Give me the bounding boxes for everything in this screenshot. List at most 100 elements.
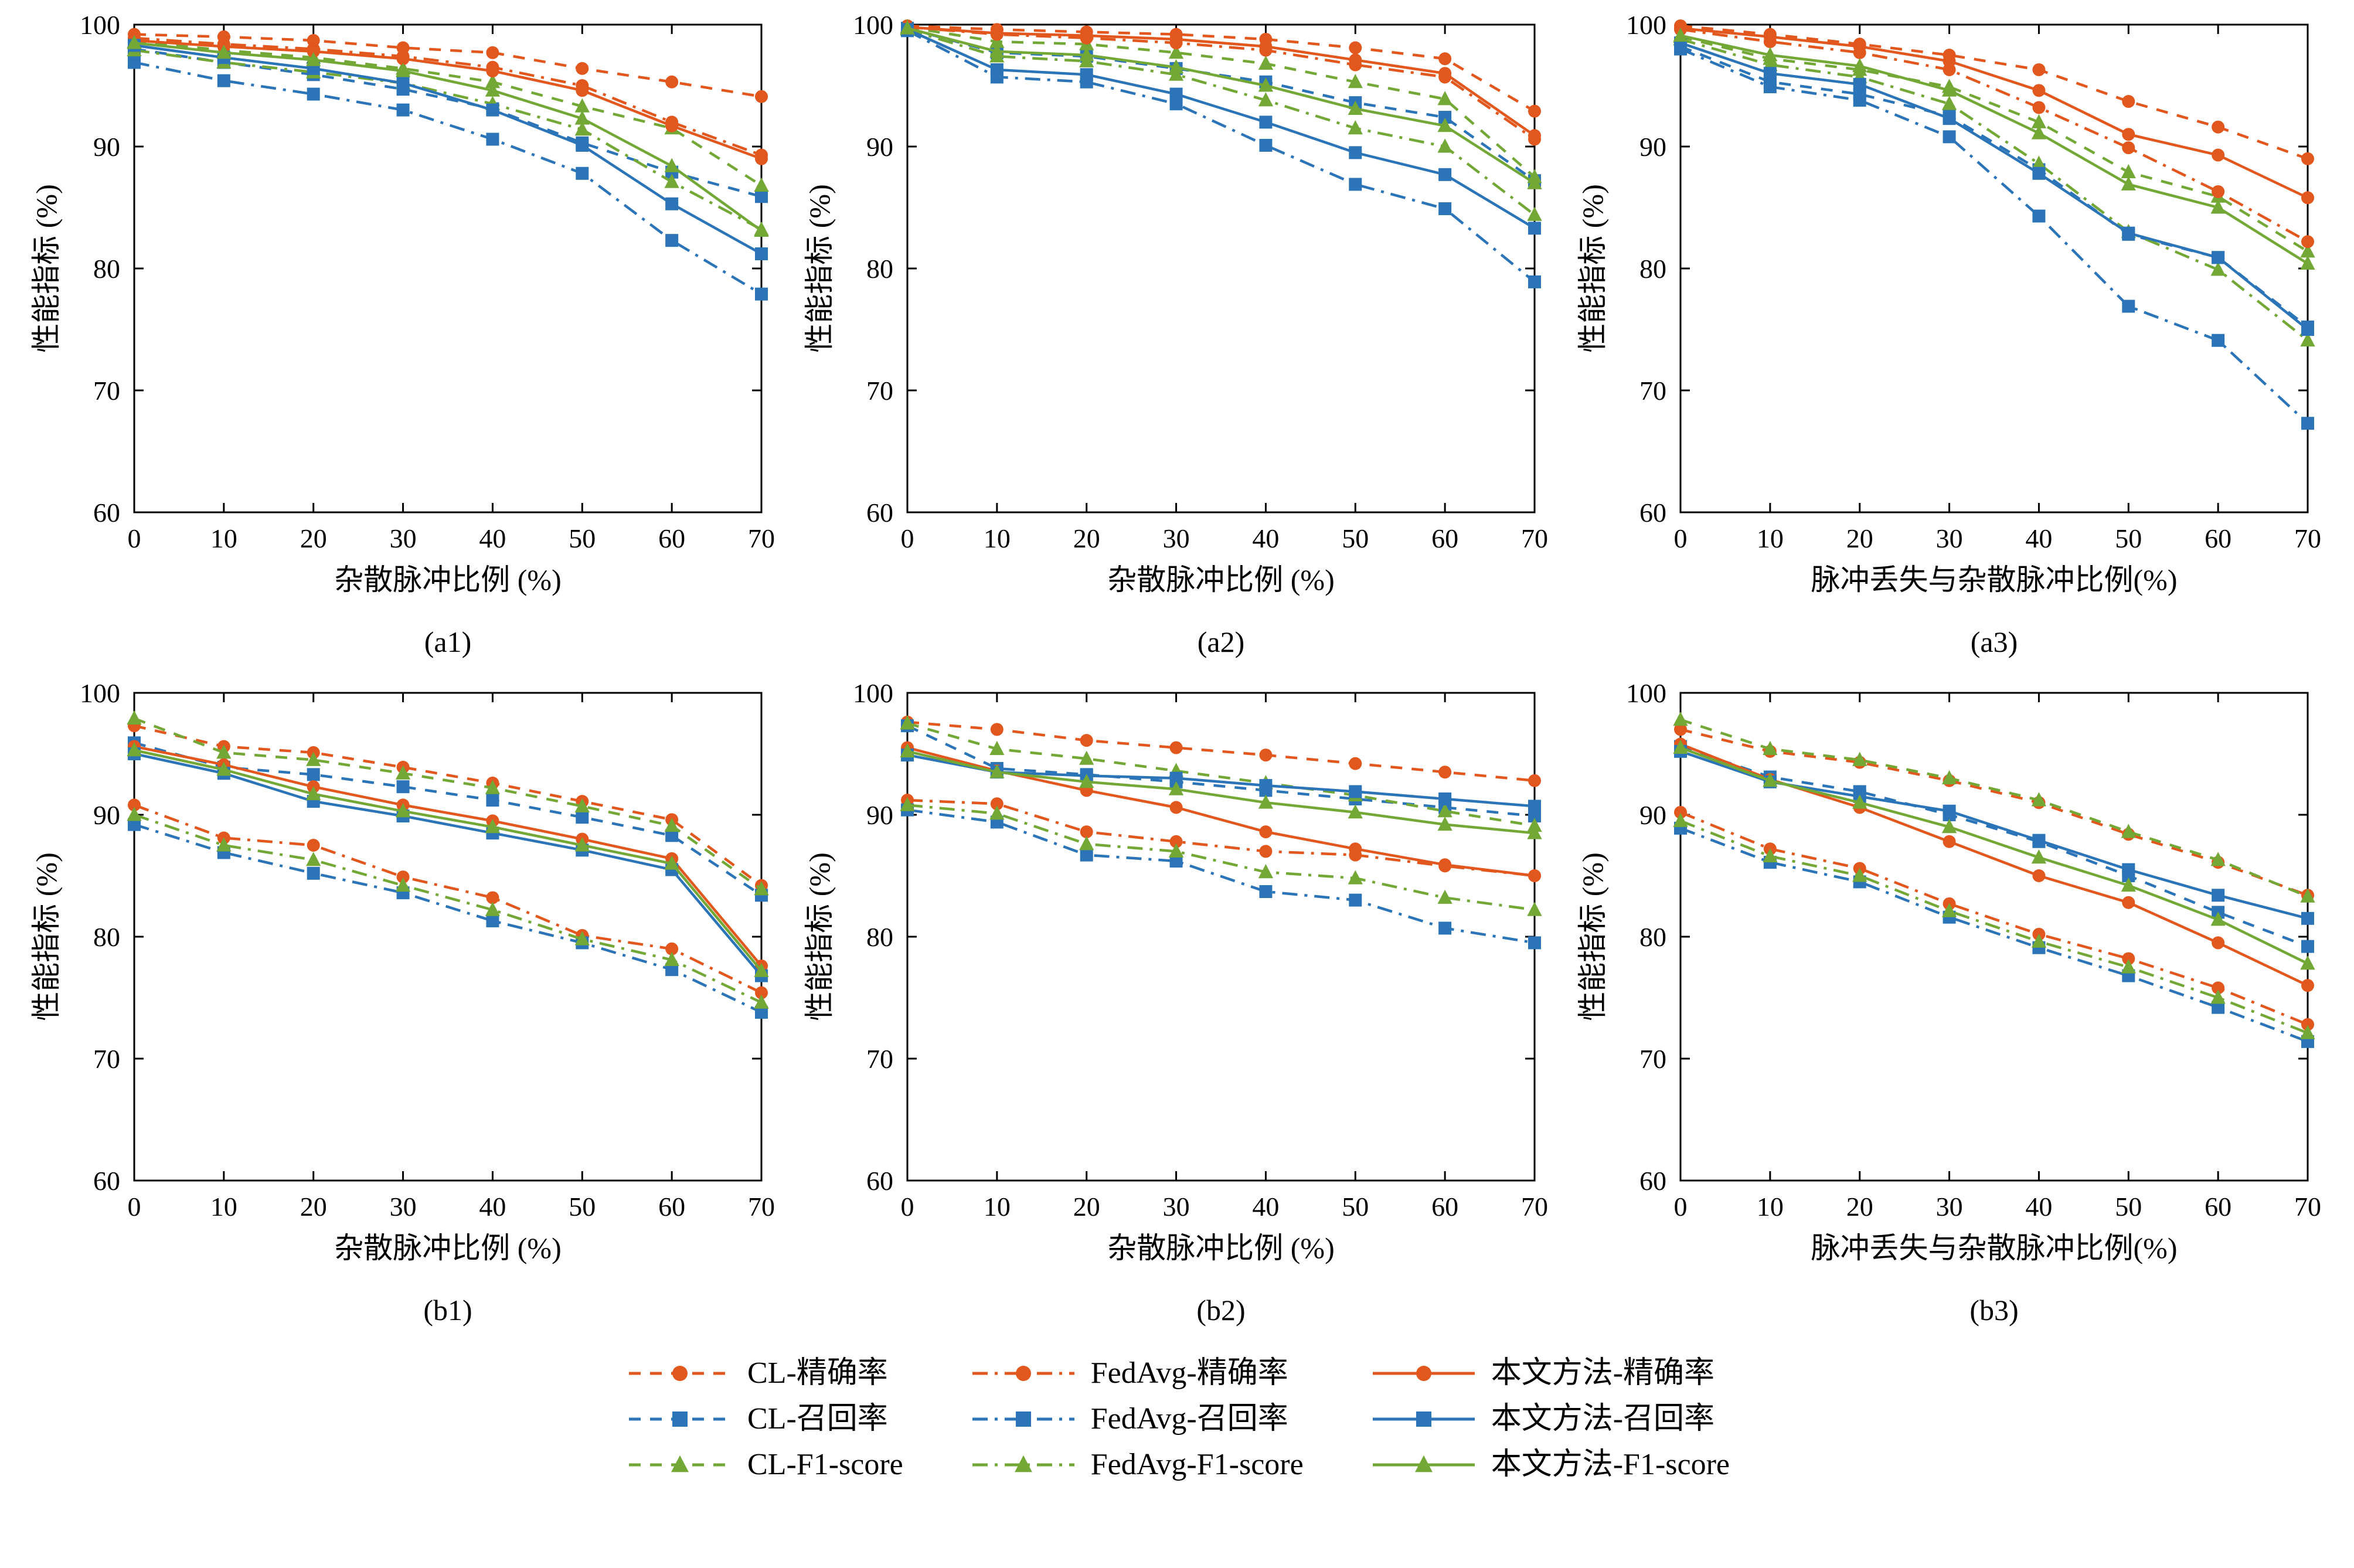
- triangle-marker: [1437, 816, 1452, 831]
- chart-cell-b1: 0 10 20 30 40 50 60 70 60 70 80 90 100 性能指标 (%) 杂散脉冲比例…: [18, 676, 791, 1345]
- square-marker: [990, 63, 1003, 76]
- triangle-marker: [127, 742, 142, 757]
- triangle-marker: [2121, 959, 2136, 974]
- chart-a2: 0 10 20 30 40 50 60 70 60 70 80 90 100 性能指标 (%) 杂散脉冲比例…: [803, 10, 1548, 658]
- series-line-本文方法-精确率: [134, 39, 763, 160]
- subplot-caption: (b2): [1196, 1294, 1245, 1326]
- legend-sample: [972, 1411, 1074, 1427]
- series-line-FedAvg-F1-score: [1680, 38, 2309, 342]
- triangle-marker: [1258, 77, 1274, 92]
- square-marker: [576, 138, 589, 152]
- legend-sample: [629, 1366, 732, 1381]
- x-axis-label: 脉冲丢失与杂散脉冲比例(%): [1811, 1232, 2177, 1264]
- circle-marker: [1015, 1366, 1031, 1381]
- square-marker: [1349, 178, 1362, 191]
- subplot-caption: (a2): [1198, 625, 1245, 658]
- circle-marker: [1259, 40, 1273, 53]
- subplot-caption: (a1): [424, 625, 472, 658]
- circle-marker: [1853, 40, 1866, 53]
- subplot-caption: (a3): [1970, 625, 2018, 658]
- circle-marker: [1080, 29, 1093, 42]
- circle-marker: [665, 119, 679, 132]
- square-marker: [1416, 1411, 1431, 1427]
- y-tick-label: 100: [853, 10, 893, 40]
- triangle-marker: [2300, 332, 2315, 347]
- x-tick-label: 20: [1073, 1192, 1100, 1222]
- y-tick-label: 60: [1639, 498, 1666, 528]
- circle-marker: [2032, 63, 2046, 76]
- triangle-marker: [2210, 852, 2226, 866]
- subplot-caption: (b3): [1969, 1294, 2018, 1326]
- series-line-本文方法-召回率: [907, 28, 1536, 230]
- square-marker: [128, 56, 141, 69]
- x-axis-label: 杂散脉冲比例 (%): [1107, 563, 1334, 596]
- triangle-marker: [1168, 59, 1184, 74]
- square-marker: [1169, 87, 1183, 101]
- triangle-marker: [1941, 903, 1957, 917]
- circle-marker: [990, 26, 1003, 40]
- series-line-FedAvg-F1-score: [1679, 819, 2308, 1035]
- series-line-CL-F1-score: [134, 40, 763, 187]
- chart-cell-b2: 0 10 20 30 40 50 60 70 60 70 80 90 100 性能指标 (%) 杂散脉冲比例…: [791, 676, 1564, 1345]
- square-marker: [665, 963, 679, 977]
- square-marker: [2301, 323, 2314, 336]
- triangle-marker: [1258, 864, 1274, 879]
- triangle-marker: [1941, 819, 1957, 834]
- circle-marker: [2301, 235, 2314, 249]
- square-marker: [217, 74, 231, 87]
- y-axis-label: 性能指标 (%): [1576, 184, 1609, 352]
- square-marker: [2301, 911, 2314, 925]
- series-line-FedAvg-召回率: [906, 29, 1536, 283]
- circle-marker: [1673, 723, 1687, 736]
- series-line-CL-精确率: [1680, 728, 2308, 897]
- square-marker: [307, 866, 321, 880]
- triangle-marker: [1941, 96, 1957, 110]
- x-tick-label: 0: [128, 1192, 141, 1222]
- x-tick-label: 30: [1163, 523, 1190, 553]
- circle-marker: [990, 723, 1003, 736]
- triangle-marker: [1168, 843, 1184, 858]
- y-axis-label: 性能指标 (%): [803, 184, 836, 352]
- plot-frame: [1679, 692, 2309, 1182]
- legend-item: CL-召回率: [624, 1401, 903, 1437]
- triangle-marker: [2300, 255, 2315, 270]
- x-tick-label: 0: [900, 523, 914, 553]
- triangle-marker: [2300, 888, 2315, 903]
- series-line-FedAvg-召回率: [134, 61, 763, 295]
- y-tick-label: 80: [93, 254, 120, 284]
- triangle-marker: [1348, 870, 1363, 885]
- plot-frame: [906, 23, 1536, 513]
- triangle-marker: [1527, 175, 1542, 189]
- triangle-marker: [1762, 740, 1778, 756]
- triangle-marker: [216, 744, 232, 759]
- y-tick-label: 60: [866, 1166, 893, 1196]
- square-marker: [2121, 226, 2135, 240]
- triangle-marker: [2210, 911, 2226, 926]
- series-line-本文方法-召回率: [1679, 42, 2309, 331]
- circle-marker: [1169, 32, 1183, 46]
- triangle-marker: [127, 807, 142, 821]
- y-tick-label: 90: [93, 800, 120, 830]
- triangle-marker: [1348, 74, 1363, 89]
- x-tick-label: 60: [1431, 523, 1458, 553]
- x-tick-label: 30: [1935, 523, 1962, 553]
- square-marker: [2032, 209, 2046, 223]
- legend-label: FedAvg-F1-score: [1090, 1448, 1304, 1481]
- x-tick-label: 70: [748, 523, 775, 553]
- triangle-marker: [1348, 100, 1363, 115]
- legend-item: CL-精确率: [624, 1355, 903, 1392]
- circle-marker: [665, 75, 679, 89]
- series-line-FedAvg-F1-score: [134, 49, 763, 231]
- circle-marker: [2211, 120, 2224, 134]
- x-tick-label: 50: [1342, 523, 1369, 553]
- y-tick-label: 60: [93, 1166, 120, 1196]
- triangle-marker: [989, 805, 1005, 820]
- square-marker: [396, 76, 410, 90]
- y-tick-label: 80: [1639, 922, 1666, 952]
- chart-cell-a3: 0 10 20 30 40 50 60 70 60 70 80 90 100 性能指标 (%) 脉冲丢失与杂…: [1563, 8, 2336, 676]
- legend-item: FedAvg-F1-score: [968, 1447, 1304, 1483]
- plot-frame: [133, 23, 763, 513]
- triangle-marker: [216, 45, 232, 59]
- triangle-marker: [1673, 812, 1688, 827]
- x-tick-label: 20: [1846, 523, 1873, 553]
